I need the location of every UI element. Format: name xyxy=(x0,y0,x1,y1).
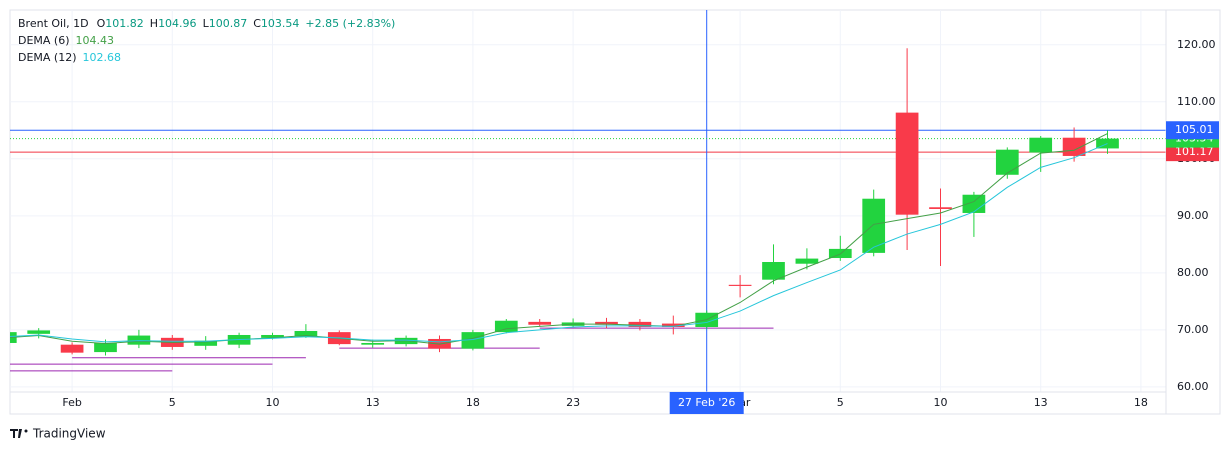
x-tick-label: 5 xyxy=(169,396,176,409)
ohlc-value: 104.96 xyxy=(158,17,197,30)
ohlc-label: L xyxy=(203,17,210,30)
candle-body xyxy=(895,112,919,215)
ohlc-value: 103.54 xyxy=(261,17,300,30)
candle-body xyxy=(94,342,117,353)
candle-body xyxy=(762,262,785,280)
x-tick-label: 10 xyxy=(266,396,280,409)
candle-body xyxy=(929,207,952,209)
candle-body xyxy=(194,340,218,346)
candle-body xyxy=(261,334,284,338)
candle-body xyxy=(795,258,819,264)
candle-body xyxy=(1029,137,1053,153)
indicator-line xyxy=(10,133,1108,345)
x-tick-label: 18 xyxy=(466,396,480,409)
y-tick-label: 60.00 xyxy=(1177,380,1209,393)
indicator-line xyxy=(10,143,1108,343)
candle-body xyxy=(127,335,151,345)
brand: TradingView xyxy=(32,427,106,441)
y-tick-label: 110.00 xyxy=(1177,95,1216,108)
x-tick-label: 13 xyxy=(1034,396,1048,409)
candle-body xyxy=(862,198,886,253)
candle-body xyxy=(628,321,652,328)
x-tick-label: Feb xyxy=(62,396,81,409)
candle-body xyxy=(1062,137,1086,156)
x-tick-label: 5 xyxy=(837,396,844,409)
candle-body xyxy=(60,344,84,353)
candle-body xyxy=(494,320,518,333)
ohlc-value: 100.87 xyxy=(209,17,248,30)
legend-header: Brent Oil, 1D O101.82 H104.96 L100.87 C103.5… xyxy=(18,17,395,30)
crosshair-time-bg xyxy=(669,392,744,414)
x-tick-label: 10 xyxy=(934,396,948,409)
brand-logo: TradingView xyxy=(10,427,106,441)
axes: 60.0070.0080.0090.00100.00110.00120.00Fe… xyxy=(62,38,1219,414)
chart-frame xyxy=(9,9,1221,415)
candle-body xyxy=(595,321,618,325)
ohlc-label: O xyxy=(97,17,106,30)
y-tick-label: 80.00 xyxy=(1177,266,1209,279)
y-tick-label: 90.00 xyxy=(1177,209,1209,222)
candle-body xyxy=(361,342,385,345)
ohlc-label: H xyxy=(150,17,158,30)
candle-body xyxy=(661,323,685,328)
legend: DEMA (6) 104.43 DEMA (12) 102.68 xyxy=(18,34,121,64)
candle-body xyxy=(995,149,1019,175)
change: +2.85 (+2.83%) xyxy=(305,17,395,30)
legend-value: 104.43 xyxy=(76,34,115,47)
legend-entry: DEMA (12) 102.68 xyxy=(18,51,121,64)
horizontal-line-label-bg xyxy=(1166,143,1219,162)
candle-body xyxy=(728,284,752,286)
candle-body xyxy=(962,194,986,213)
crosshair-time-label: 27 Feb '26 xyxy=(678,396,736,409)
y-tick-label: 70.00 xyxy=(1177,323,1209,336)
horizontal-line-label: 101.17 xyxy=(1175,145,1214,158)
y-tick-label: 120.00 xyxy=(1177,38,1216,51)
candle-body xyxy=(294,330,318,337)
candle-body xyxy=(528,321,552,325)
candle-body xyxy=(27,330,51,334)
legend-name: DEMA (12) xyxy=(18,51,77,64)
x-tick-label: 23 xyxy=(566,396,580,409)
crosshair-price-label-bg xyxy=(1166,121,1219,140)
crosshair-price-label: 105.01 xyxy=(1175,123,1214,136)
plot-area xyxy=(10,10,1166,392)
legend-value: 102.68 xyxy=(83,51,122,64)
ohlc-label: C xyxy=(253,17,261,30)
x-tick-label: 13 xyxy=(366,396,380,409)
legend-entry: DEMA (6) 104.43 xyxy=(18,34,114,47)
legend-name: DEMA (6) xyxy=(18,34,70,47)
title: Brent Oil, 1D xyxy=(18,17,89,30)
ohlc-value: 101.82 xyxy=(105,17,144,30)
x-tick-label: 18 xyxy=(1134,396,1148,409)
